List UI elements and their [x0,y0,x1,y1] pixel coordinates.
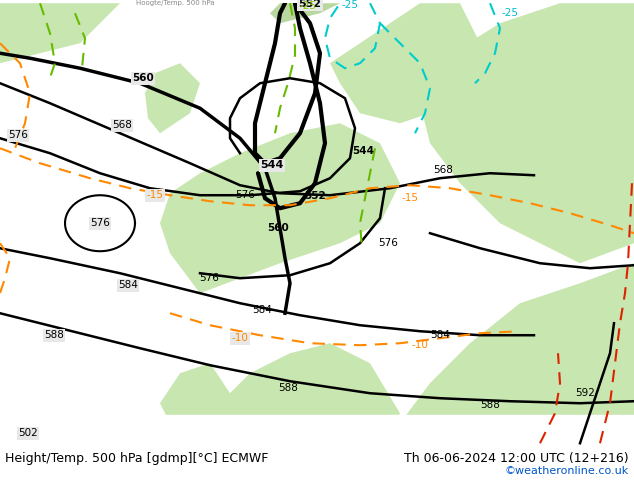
Polygon shape [0,3,120,63]
Text: 576: 576 [90,218,110,228]
Text: 560: 560 [132,73,154,83]
Text: 576: 576 [235,190,255,200]
Text: 588: 588 [278,383,298,393]
Text: 584: 584 [252,305,272,315]
Text: Height/Temp. 500 hPa [gdmp][°C] ECMWF: Height/Temp. 500 hPa [gdmp][°C] ECMWF [5,452,268,465]
Text: 544: 544 [261,160,283,170]
Polygon shape [145,63,200,133]
Polygon shape [380,263,634,443]
Polygon shape [420,3,634,263]
Text: -10: -10 [411,340,429,350]
Text: ©weatheronline.co.uk: ©weatheronline.co.uk [505,466,629,476]
Text: 544: 544 [352,146,374,156]
Text: -15: -15 [401,193,418,203]
Text: 502: 502 [18,428,38,438]
Polygon shape [220,343,400,443]
Text: 552: 552 [299,0,321,9]
Text: 584: 584 [118,280,138,290]
Text: -10: -10 [231,333,249,343]
Text: -25: -25 [342,0,358,10]
Polygon shape [160,363,230,443]
Text: -25: -25 [299,1,316,11]
Text: 584: 584 [430,330,450,340]
Text: 588: 588 [480,400,500,410]
Text: 588: 588 [44,330,64,340]
Polygon shape [270,3,340,23]
Polygon shape [160,123,400,293]
Text: 576: 576 [199,273,219,283]
Text: 560: 560 [267,223,289,233]
Text: -15: -15 [146,190,164,200]
Bar [0,415,634,445]
Text: 552: 552 [304,191,326,201]
Text: 576: 576 [8,130,28,140]
Text: -25: -25 [501,8,519,18]
Text: Hoogte/Temp. 500 hPa: Hoogte/Temp. 500 hPa [136,0,214,6]
Polygon shape [330,3,480,123]
Text: 592: 592 [575,388,595,398]
Text: 568: 568 [433,165,453,175]
Text: Th 06-06-2024 12:00 UTC (12+216): Th 06-06-2024 12:00 UTC (12+216) [404,452,629,465]
Text: 576: 576 [378,238,398,248]
Text: 568: 568 [112,120,132,130]
